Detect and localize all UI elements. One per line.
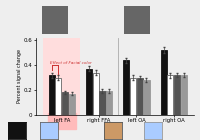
Bar — [137, 78, 143, 115]
Bar — [106, 91, 112, 115]
Bar — [55, 78, 61, 115]
Bar — [167, 75, 173, 115]
Bar — [123, 60, 129, 115]
Bar — [49, 75, 55, 115]
Bar — [130, 78, 136, 115]
Bar — [43, 38, 80, 115]
Bar — [99, 91, 106, 115]
Bar — [161, 50, 167, 115]
Bar — [143, 80, 150, 115]
Bar — [174, 75, 180, 115]
Text: Effect of Facial color: Effect of Facial color — [50, 61, 92, 65]
Y-axis label: Percent signal change: Percent signal change — [17, 49, 22, 103]
Bar — [93, 73, 99, 115]
Bar — [62, 92, 68, 115]
Bar — [69, 94, 75, 115]
Bar — [181, 75, 187, 115]
Bar — [86, 69, 92, 115]
